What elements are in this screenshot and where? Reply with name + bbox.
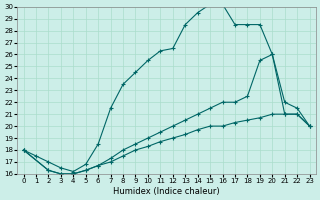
X-axis label: Humidex (Indice chaleur): Humidex (Indice chaleur) — [113, 187, 220, 196]
